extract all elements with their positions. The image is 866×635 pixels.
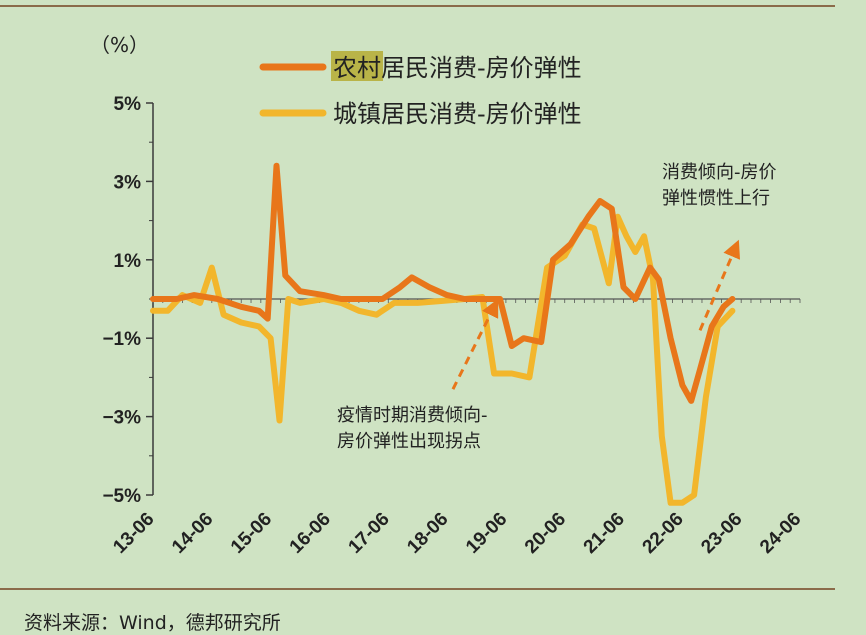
annotation-text: 疫情时期消费倾向- [337, 405, 488, 426]
annotation-arrow [451, 298, 499, 390]
annotation-text: 消费倾向-房价 [662, 162, 777, 183]
x-tick-label: 24-06 [756, 509, 805, 558]
x-tick-label: 16-06 [286, 509, 335, 558]
x-tick-label: 21-06 [580, 509, 629, 558]
footer-rule [0, 588, 835, 590]
unit-label: （%） [90, 33, 149, 57]
y-tick-label: −3% [102, 408, 141, 429]
series-line-urban [150, 213, 736, 506]
x-tick-label: 20-06 [521, 509, 570, 558]
legend-highlight [331, 51, 383, 81]
x-tick-label: 15-06 [227, 509, 276, 558]
annotation-arrow [698, 239, 741, 331]
x-tick-label: 23-06 [697, 509, 746, 558]
legend-label: 农村居民消费-房价弹性 [333, 54, 582, 82]
annotation-text: 弹性惯性上行 [662, 188, 770, 209]
x-tick-label: 22-06 [639, 509, 688, 558]
x-tick-label: 18-06 [403, 509, 452, 558]
source-note: 资料来源：Wind，德邦研究所 [24, 612, 281, 634]
line-chart: （%） 5% 3% 1% −1% −3% −5%13-06 14-06 15-06 16-06 17… [90, 33, 805, 558]
top-rule [0, 5, 835, 7]
y-tick-label: 3% [114, 172, 142, 193]
legend-label: 城镇居民消费-房价弹性 [333, 100, 582, 128]
x-tick-label: 17-06 [345, 509, 394, 558]
annotation-text: 房价弹性出现拐点 [337, 431, 481, 452]
y-tick-label: 5% [114, 94, 142, 115]
y-tick-label: −5% [102, 486, 141, 507]
series-line-rural [150, 162, 736, 404]
x-tick-label: 19-06 [462, 509, 511, 558]
y-tick-label: −1% [102, 329, 141, 350]
y-tick-label: 1% [114, 251, 142, 272]
x-tick-label: 13-06 [109, 509, 158, 558]
x-tick-label: 14-06 [168, 509, 217, 558]
footer: 资料来源：Wind，德邦研究所 [0, 588, 866, 634]
